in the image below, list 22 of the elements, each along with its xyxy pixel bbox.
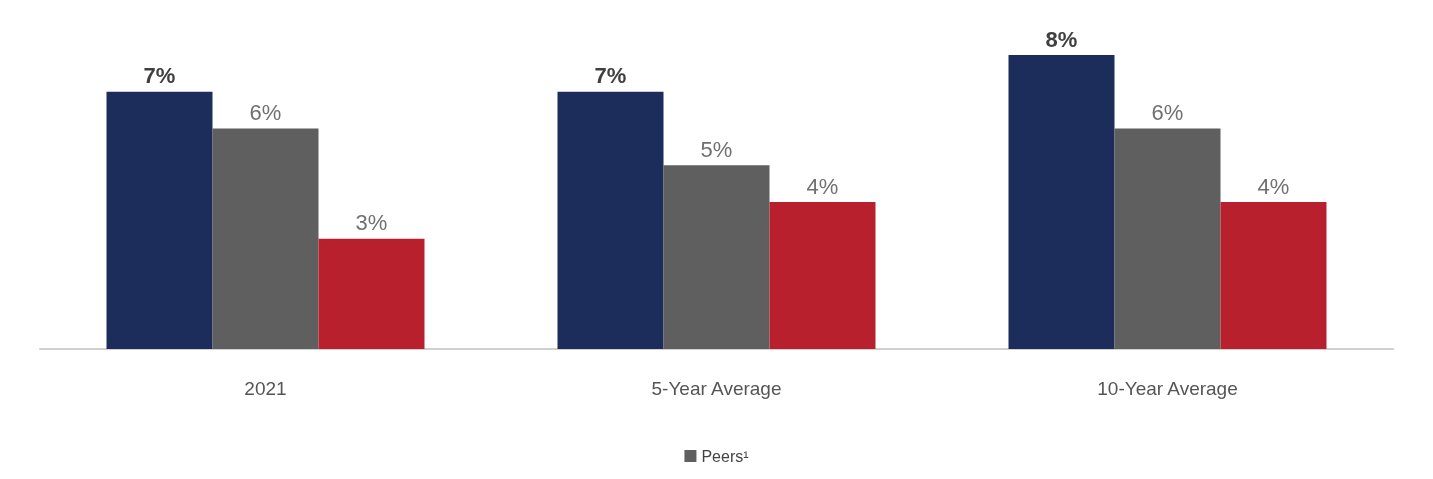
- x-tick-label: 10-Year Average: [1097, 378, 1238, 399]
- data-label: 6%: [249, 100, 282, 125]
- data-label: 3%: [355, 210, 388, 236]
- data-label: 4%: [806, 173, 839, 199]
- legend-label: Peers¹: [701, 447, 749, 465]
- data-label: 7%: [594, 63, 627, 89]
- bar: [1220, 202, 1327, 349]
- bar: [557, 91, 664, 349]
- bar: [318, 238, 425, 349]
- bar: [212, 128, 319, 349]
- bar: [1008, 55, 1115, 349]
- data-label: 8%: [1045, 26, 1078, 52]
- data-label: 4%: [1257, 173, 1290, 199]
- bar: [663, 165, 770, 349]
- x-tick-label: 2021: [244, 378, 287, 399]
- bar: [769, 202, 876, 349]
- data-label: 6%: [1151, 100, 1184, 125]
- x-tick-label: 5-Year Average: [651, 378, 782, 399]
- bar: [106, 91, 213, 349]
- data-label: 7%: [143, 63, 176, 89]
- bar: [1114, 128, 1221, 349]
- data-label: 5%: [700, 136, 733, 162]
